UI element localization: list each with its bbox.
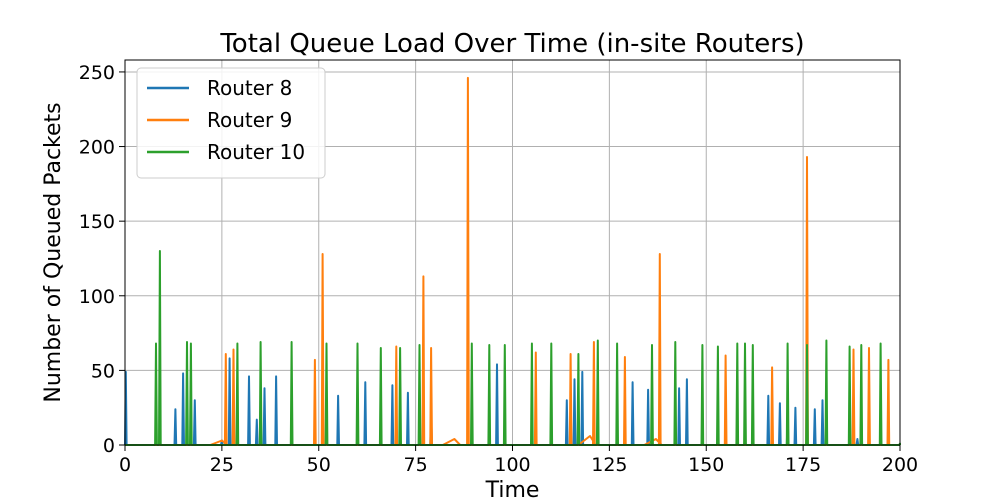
x-tick-label: 200 bbox=[882, 454, 918, 476]
legend-label: Router 10 bbox=[207, 140, 305, 164]
y-tick-label: 0 bbox=[103, 435, 115, 457]
legend-label: Router 8 bbox=[207, 76, 292, 100]
x-tick-label: 0 bbox=[119, 454, 131, 476]
y-tick-label: 200 bbox=[79, 137, 115, 159]
x-tick-label: 100 bbox=[494, 454, 530, 476]
x-tick-label: 25 bbox=[210, 454, 234, 476]
legend-label: Router 9 bbox=[207, 108, 292, 132]
y-tick-label: 100 bbox=[79, 286, 115, 308]
x-tick-label: 175 bbox=[785, 454, 821, 476]
legend: Router 8 Router 9 Router 10 bbox=[136, 67, 326, 179]
x-axis-label: Time bbox=[485, 478, 540, 500]
y-axis-label: Number of Queued Packets bbox=[41, 102, 66, 402]
y-tick-label: 150 bbox=[79, 211, 115, 233]
x-tick-label: 50 bbox=[307, 454, 331, 476]
x-tick-label: 75 bbox=[404, 454, 428, 476]
x-tick-label: 125 bbox=[591, 454, 627, 476]
chart-title: Total Queue Load Over Time (in-site Rout… bbox=[219, 29, 804, 59]
axes: 0 25 50 75 100 125 150 175 200 0 50 100 150 200 250 bbox=[79, 59, 918, 476]
y-tick-label: 50 bbox=[91, 360, 115, 382]
legend-box bbox=[136, 67, 326, 179]
y-tick-label: 250 bbox=[79, 62, 115, 84]
x-tick-label: 150 bbox=[688, 454, 724, 476]
